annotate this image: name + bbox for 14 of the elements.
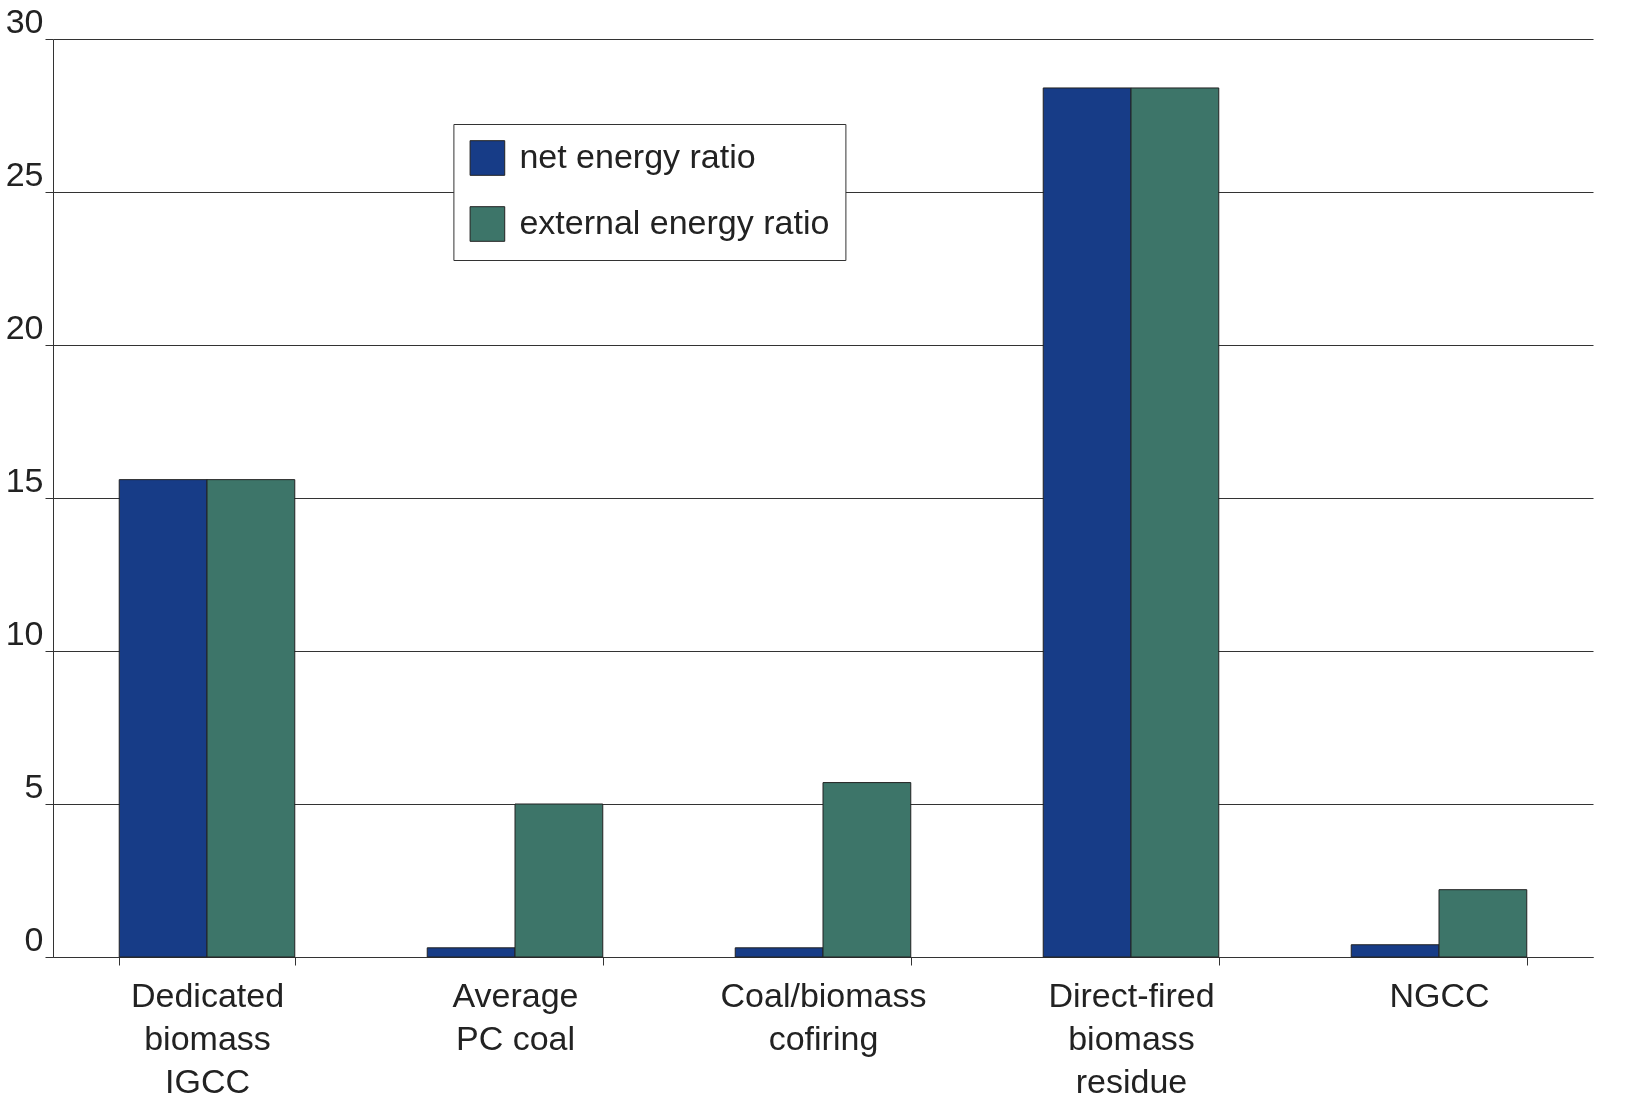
- y-tick-label: 30: [5, 1, 44, 40]
- y-tick-label: 10: [5, 613, 44, 652]
- x-tick-label: Average PC coal: [452, 975, 579, 1057]
- y-tick-label: 25: [5, 154, 44, 193]
- y-tick-label: 15: [5, 460, 44, 499]
- legend-label: net energy ratio: [519, 137, 756, 175]
- x-tick-label: NGCC: [1389, 975, 1490, 1014]
- y-tick-label: 0: [24, 919, 44, 958]
- y-tick-label: 5: [24, 766, 44, 805]
- x-tick-label: Direct-fired biomass residue: [1048, 975, 1215, 1100]
- x-tick-label: Coal/biomass cofiring: [720, 975, 927, 1057]
- legend-label: external energy ratio: [519, 203, 830, 241]
- x-tick-label: Dedicated biomass IGCC: [130, 975, 285, 1100]
- y-tick-label: 20: [5, 307, 44, 346]
